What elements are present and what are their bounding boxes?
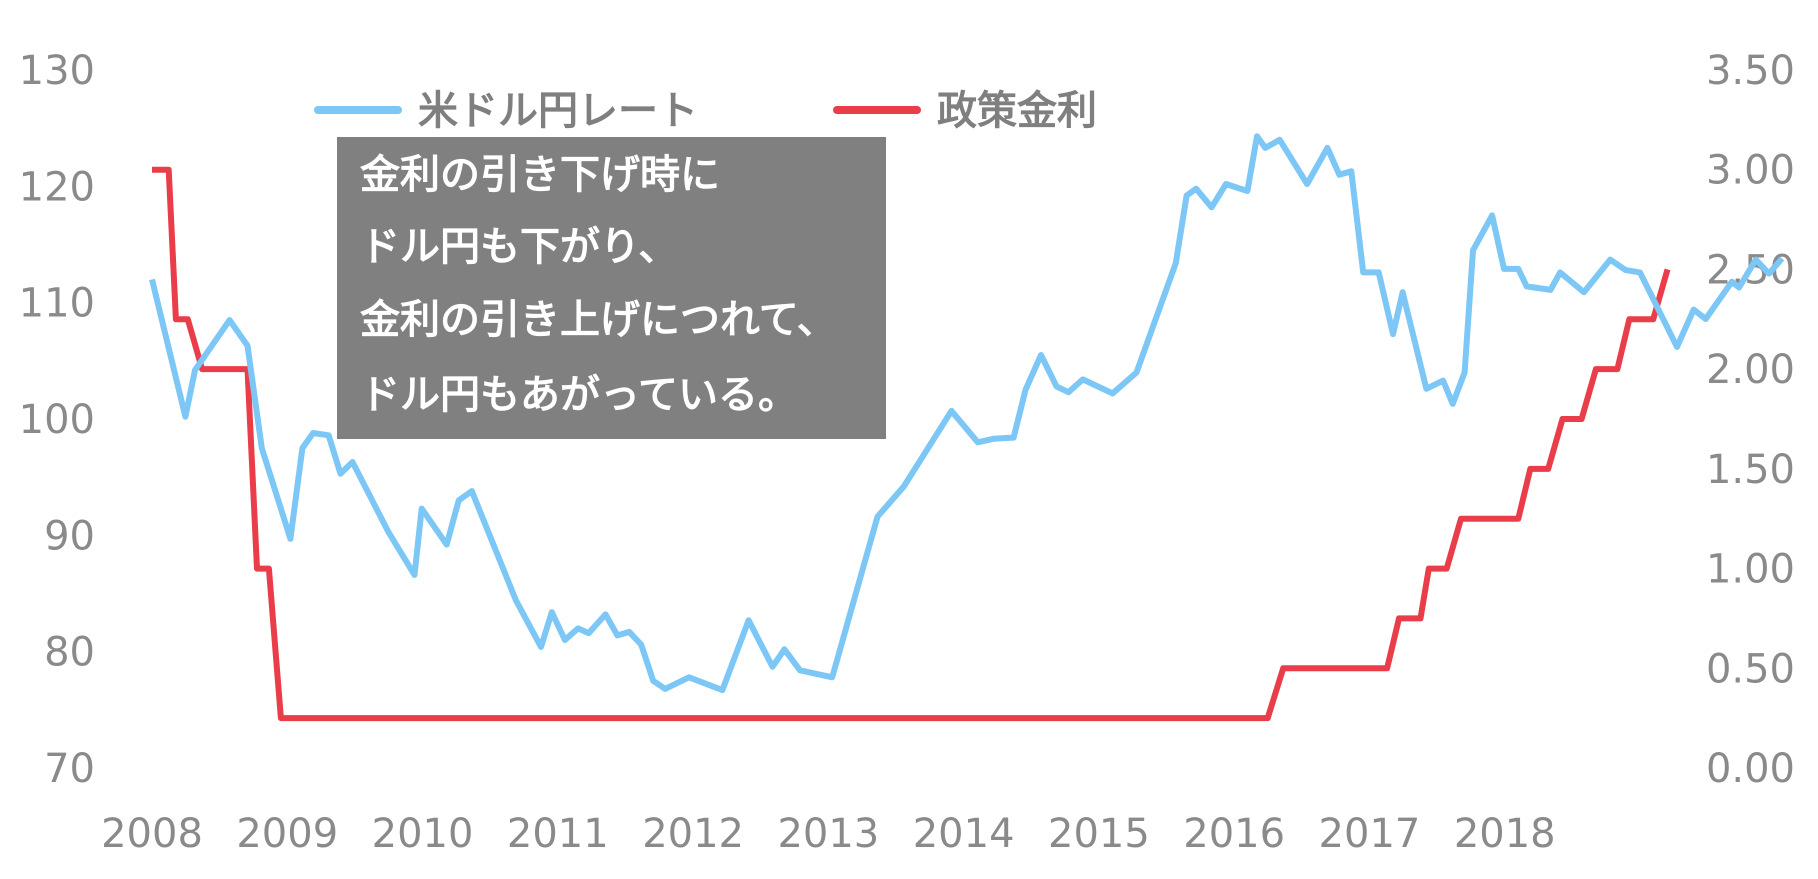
legend: 米ドル円レート 政策金利 <box>314 88 1097 134</box>
series-line-policy-rate <box>152 166 1671 722</box>
annotation-line-1: 金利の引き下げ時に <box>359 152 720 198</box>
x-tick-label: 2008 <box>101 811 203 857</box>
left-y-axis: 70 80 90 100 110 120 130 <box>19 48 95 792</box>
annotation-box: 金利の引き下げ時に ドル円も下がり、 金利の引き上げにつれて、 ドル円もあがって… <box>337 137 886 439</box>
y-left-tick-label: 110 <box>19 281 95 327</box>
annotation-line-4: ドル円もあがっている。 <box>360 372 798 418</box>
y-right-tick-label: 0.00 <box>1706 746 1795 792</box>
x-tick-label: 2009 <box>236 811 338 857</box>
x-tick-label: 2012 <box>642 811 744 857</box>
annotation-background <box>337 137 886 439</box>
x-tick-label: 2017 <box>1319 811 1421 857</box>
right-y-axis: 0.000.501.001.502.002.503.003.50 <box>1706 48 1795 792</box>
series-line-usdjpy <box>149 133 1785 694</box>
legend-item-policy-rate: 政策金利 <box>833 88 1097 134</box>
y-left-tick-label: 100 <box>19 397 95 443</box>
series-layer <box>149 133 1785 722</box>
legend-item-usdjpy: 米ドル円レート <box>314 88 698 134</box>
x-tick-label: 2016 <box>1183 811 1285 857</box>
annotation-line-2: ドル円も下がり、 <box>360 224 678 270</box>
y-left-tick-label: 120 <box>19 164 95 210</box>
y-right-tick-label: 1.00 <box>1706 547 1795 593</box>
y-right-tick-label: 3.50 <box>1706 48 1795 94</box>
x-tick-label: 2011 <box>507 811 609 857</box>
y-left-tick-label: 130 <box>19 48 95 94</box>
x-tick-label: 2015 <box>1048 811 1150 857</box>
legend-label-policy-rate: 政策金利 <box>937 88 1097 134</box>
y-left-tick-label: 70 <box>44 746 95 792</box>
y-right-tick-label: 0.50 <box>1706 646 1795 692</box>
legend-label-usdjpy: 米ドル円レート <box>418 88 698 134</box>
y-right-tick-label: 1.50 <box>1706 447 1795 493</box>
y-left-tick-label: 80 <box>44 630 95 676</box>
x-tick-label: 2014 <box>913 811 1015 857</box>
annotation-line-3: 金利の引き上げにつれて、 <box>359 297 837 343</box>
y-right-tick-label: 3.00 <box>1706 148 1795 194</box>
y-right-tick-label: 2.00 <box>1706 347 1795 393</box>
x-tick-label: 2010 <box>372 811 474 857</box>
x-tick-label: 2013 <box>777 811 879 857</box>
y-left-tick-label: 90 <box>44 513 95 559</box>
x-tick-label: 2018 <box>1454 811 1556 857</box>
x-axis: 2008 2009 2010 2011 2012 2013 2014 2015 2016 2017… <box>101 811 1556 857</box>
